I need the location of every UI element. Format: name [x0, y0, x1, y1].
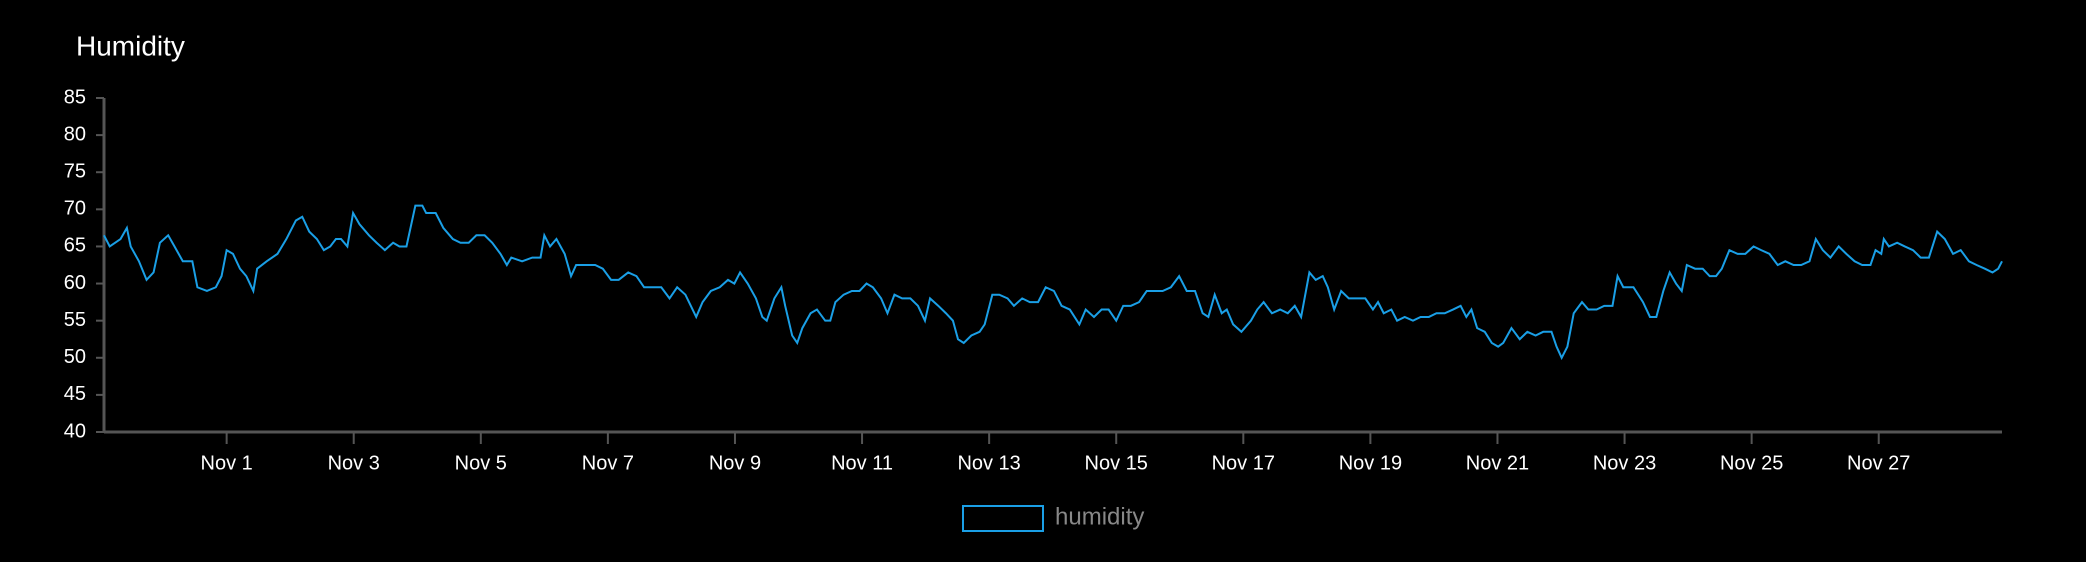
- y-tick-label: 85: [64, 86, 86, 108]
- x-tick-label: Nov 21: [1466, 452, 1529, 474]
- x-tick-label: Nov 5: [455, 452, 507, 474]
- y-tick-label: 60: [64, 272, 86, 294]
- y-tick-label: 75: [64, 161, 86, 183]
- x-tick-label: Nov 11: [831, 452, 893, 474]
- legend-swatch: [962, 505, 1044, 532]
- x-tick-label: Nov 1: [201, 452, 253, 474]
- y-tick-label: 50: [64, 346, 86, 368]
- x-tick-label: Nov 7: [582, 452, 634, 474]
- x-tick-label: Nov 9: [709, 452, 761, 474]
- legend-label: humidity: [1055, 503, 1144, 530]
- y-tick-label: 65: [64, 235, 86, 257]
- x-tick-label: Nov 23: [1593, 452, 1656, 474]
- line: [103, 204, 2003, 361]
- chart-title: Humidity: [76, 30, 185, 61]
- x-tick-label: Nov 17: [1212, 452, 1275, 474]
- x-tick-label: Nov 3: [328, 452, 380, 474]
- y-tick-label: 55: [64, 309, 86, 331]
- y-tick-label: 70: [64, 198, 86, 220]
- x-tick-label: Nov 27: [1847, 452, 1910, 474]
- y-tick-label: 45: [64, 383, 86, 405]
- y-tick-label: 40: [64, 420, 86, 442]
- x-tick-label: Nov 15: [1085, 452, 1148, 474]
- y-tick-label: 80: [64, 123, 86, 145]
- x-tick-label: Nov 13: [957, 452, 1020, 474]
- x-tick-label: Nov 19: [1339, 452, 1402, 474]
- x-tick-label: Nov 25: [1720, 452, 1783, 474]
